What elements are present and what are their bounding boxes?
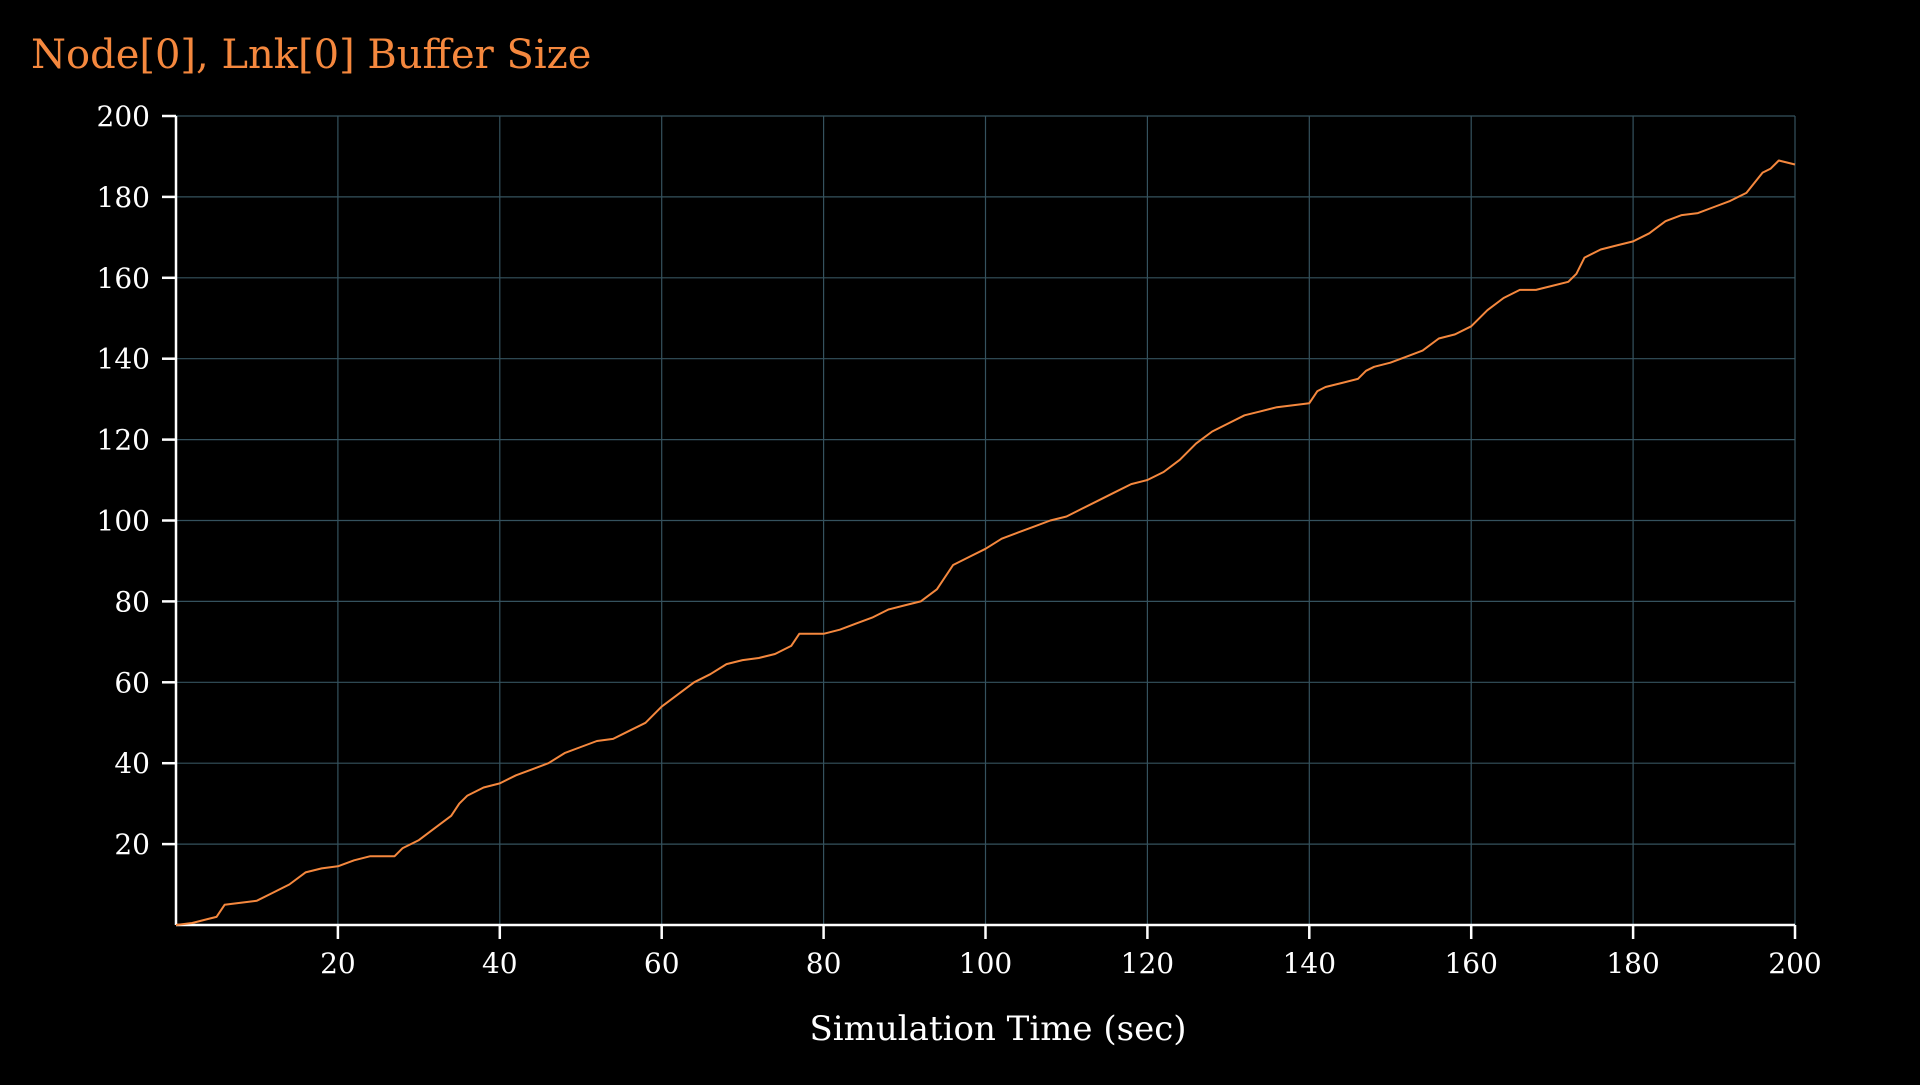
y-tick-label: 160 xyxy=(97,262,150,295)
y-tick-label: 120 xyxy=(97,424,150,457)
x-tick-label: 180 xyxy=(1606,947,1659,980)
x-tick-label: 160 xyxy=(1444,947,1497,980)
series-layer xyxy=(175,159,1796,926)
x-axis-label: Simulation Time (sec) xyxy=(809,1009,1186,1049)
y-tick-label: 200 xyxy=(97,100,150,133)
x-tick-label: 80 xyxy=(806,947,842,980)
x-tick-label: 120 xyxy=(1121,947,1174,980)
y-tick-label: 180 xyxy=(97,181,150,214)
y-tick-label: 100 xyxy=(97,505,150,538)
chart-title: Node[0], Lnk[0] Buffer Size xyxy=(31,32,591,78)
tick-layer: 20 40 60 80 100 120 140 160 180 200 20 40 60 80 100 120… xyxy=(97,100,1822,980)
y-tick-label: 40 xyxy=(114,747,150,780)
y-tick-label: 80 xyxy=(114,585,150,618)
y-tick-label: 20 xyxy=(114,828,150,861)
grid-layer xyxy=(176,115,1796,925)
y-tick-label: 140 xyxy=(97,343,150,376)
x-tick-label: 60 xyxy=(644,947,680,980)
x-tick-label: 200 xyxy=(1768,947,1821,980)
x-tick-label: 140 xyxy=(1283,947,1336,980)
x-tick-label: 20 xyxy=(320,947,356,980)
x-tick-label: 40 xyxy=(482,947,518,980)
x-tick-label: 100 xyxy=(959,947,1012,980)
buffer-size-series-line xyxy=(175,159,1796,926)
y-tick-label: 60 xyxy=(114,666,150,699)
